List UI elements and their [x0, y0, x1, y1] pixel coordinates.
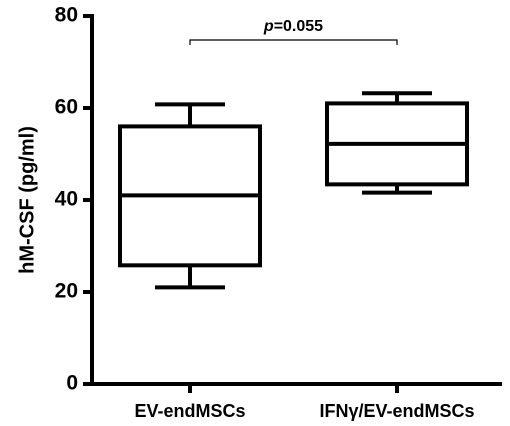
y-tick-label: 0: [66, 372, 78, 395]
box-group: [118, 102, 262, 290]
p-value: =0.055: [274, 18, 323, 35]
y-tick-label: 20: [55, 280, 78, 303]
box-group: [325, 91, 469, 195]
y-tick-label: 80: [55, 4, 78, 27]
p-value-label: p=0.055: [263, 18, 323, 35]
axes: 0 20 40 60 80 EV-endMSCs IFNγ/EV-endMSCs: [55, 4, 502, 421]
significance-bracket: [189, 39, 398, 45]
p-symbol: p: [263, 18, 274, 35]
boxes: [118, 91, 469, 290]
y-axis-title: hM-CSF (pg/ml): [16, 126, 38, 274]
y-tick-label: 40: [55, 188, 78, 211]
y-tick-label: 60: [55, 96, 78, 119]
x-tick-label: IFNγ/EV-endMSCs: [319, 401, 474, 421]
x-tick-label: EV-endMSCs: [134, 401, 245, 421]
significance-annotation: p=0.055: [189, 18, 398, 45]
